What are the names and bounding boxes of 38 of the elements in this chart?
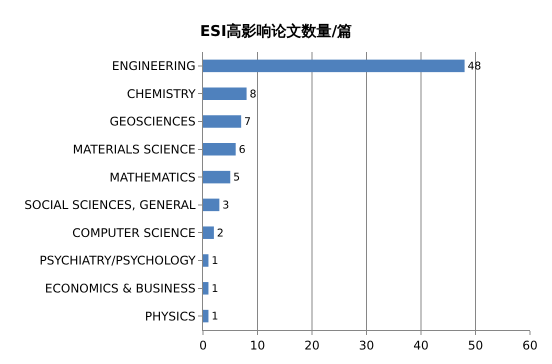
- data-label: 2: [216, 226, 224, 240]
- x-tick-label: 10: [250, 338, 266, 352]
- bar: [203, 87, 247, 100]
- data-label: 8: [250, 87, 257, 100]
- bar: [203, 310, 208, 322]
- y-tick-label: MATHEMATICS: [110, 170, 196, 184]
- bar: [203, 170, 230, 184]
- x-tick-label: 50: [468, 338, 484, 352]
- y-tick-label: PHYSICS: [144, 309, 196, 324]
- x-tick-label: 0: [199, 338, 207, 352]
- y-tick-label: ENGINEERING: [112, 59, 196, 74]
- x-tick-label: 20: [304, 338, 320, 352]
- y-tick-label: MATERIALS SCIENCE: [72, 142, 196, 156]
- bar: [203, 226, 214, 239]
- bar: [203, 143, 236, 156]
- bar: [203, 198, 220, 212]
- data-label: 1: [211, 282, 218, 295]
- chart-title: ESI高影响论文数量/篇: [200, 22, 352, 40]
- x-tick-label: 60: [522, 338, 538, 352]
- data-label: 1: [211, 254, 218, 268]
- y-tick-label: SOCIAL SCIENCES, GENERAL: [24, 198, 196, 212]
- bar: [203, 254, 208, 267]
- y-tick-label: ECONOMICS & BUSINESS: [44, 282, 196, 296]
- data-label: 7: [244, 115, 251, 128]
- y-tick-label: PSYCHIATRY/PSYCHOLOGY: [39, 254, 196, 268]
- x-tick-label: 30: [358, 338, 374, 352]
- y-tick-label: GEOSCIENCES: [110, 114, 196, 129]
- data-label: 1: [211, 310, 218, 323]
- x-tick-label: 40: [413, 338, 429, 352]
- y-tick-label: COMPUTER SCIENCE: [72, 226, 196, 240]
- data-label: 48: [468, 59, 482, 72]
- data-label: 6: [238, 142, 246, 156]
- bar: [203, 115, 242, 128]
- bar: [203, 60, 465, 72]
- bar: [203, 282, 208, 295]
- data-label: 5: [233, 170, 240, 184]
- data-label: 3: [222, 198, 230, 212]
- y-tick-label: CHEMISTRY: [126, 86, 196, 101]
